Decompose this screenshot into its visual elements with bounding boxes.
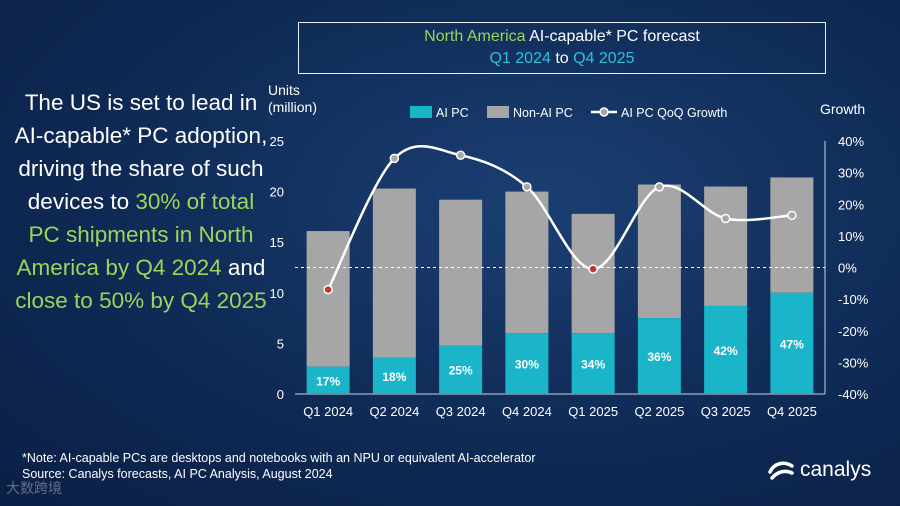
chart-title-box: North America AI-capable* PC forecast Q1… [298, 22, 826, 74]
legend-label-non-ai-pc: Non-AI PC [513, 106, 573, 120]
share-label: 42% [714, 344, 738, 358]
y-axis-title-line2: (million) [268, 99, 317, 115]
y2-tick-label: -40% [838, 387, 869, 402]
headline-part2: and [221, 255, 266, 280]
y2-tick-label: 0% [838, 261, 857, 276]
growth-point [522, 182, 532, 192]
legend-swatch-growth-point [599, 107, 609, 117]
y2-tick-label: 40% [838, 134, 864, 149]
y-tick-label: 5 [277, 336, 284, 351]
bar-non-ai-pc [372, 188, 416, 358]
bar-ai-pc [505, 333, 549, 394]
growth-point [588, 264, 598, 274]
y2-tick-label: 30% [838, 166, 864, 181]
x-tick-label: Q3 2024 [436, 404, 486, 419]
growth-point [323, 284, 333, 295]
headline-part1: The US is set to lead in AI-capable* PC … [14, 90, 268, 214]
share-label: 25% [449, 364, 473, 378]
y2-tick-label: -30% [838, 355, 869, 370]
x-tick-label: Q3 2025 [701, 404, 751, 419]
growth-point [455, 150, 466, 160]
x-tick-label: Q1 2025 [568, 404, 618, 419]
legend-swatch-non-ai-pc [487, 106, 509, 118]
footnote-source: Source: Canalys forecasts, AI PC Analysi… [22, 467, 333, 481]
x-tick-label: Q2 2024 [369, 404, 419, 419]
growth-point [389, 153, 400, 164]
legend-swatch-ai-pc [410, 106, 432, 118]
headline-highlight1: 30% of total PC shipments in North Ameri… [16, 189, 255, 280]
period-start: Q1 2024 [489, 50, 551, 67]
chart-subtitle: Q1 2024 to Q4 2025 [299, 48, 825, 70]
brand-name: canalys [800, 458, 872, 481]
bar-ai-pc [704, 305, 748, 394]
y-tick-label: 25 [270, 134, 284, 149]
y2-tick-label: -10% [838, 292, 869, 307]
bar-non-ai-pc [770, 177, 814, 293]
bar-ai-pc [571, 333, 615, 394]
y2-tick-label: -20% [838, 324, 869, 339]
y-axis-title-line1: Units [268, 82, 300, 98]
x-tick-label: Q2 2025 [634, 404, 684, 419]
title-rest: AI-capable* PC forecast [525, 28, 700, 45]
x-tick-label: Q1 2024 [303, 404, 353, 419]
stacked-bar-chart: Units(million) Growth 0 5 10 15 20 25 -40% -30% -2… [268, 82, 869, 419]
title-region: North America [424, 28, 526, 45]
chart-title: North America AI-capable* PC forecast [299, 26, 825, 48]
footnote: *Note: AI-capable PCs are desktops and n… [22, 450, 535, 482]
x-tick-label: Q4 2025 [767, 404, 817, 419]
y-tick-label: 10 [270, 286, 284, 301]
legend-label-ai-pc: AI PC [436, 106, 469, 120]
bar-ai-pc [372, 357, 416, 394]
growth-point [720, 213, 731, 224]
bar-ai-pc [439, 345, 483, 394]
y2-tick-label: 10% [838, 229, 864, 244]
y-tick-label: 20 [270, 185, 284, 200]
bar-non-ai-pc [505, 191, 549, 334]
share-label: 36% [647, 350, 671, 364]
share-label: 30% [515, 358, 539, 372]
bar-ai-pc [770, 292, 814, 394]
bar-non-ai-pc [306, 231, 350, 367]
footnote-note: *Note: AI-capable PCs are desktops and n… [22, 451, 536, 465]
y-tick-label: 15 [270, 235, 284, 250]
share-label: 17% [316, 374, 340, 388]
canalys-logo: canalys [768, 458, 871, 482]
share-label: 18% [382, 370, 406, 384]
bar-non-ai-pc [439, 199, 483, 346]
growth-point [654, 182, 665, 192]
bar-non-ai-pc [637, 184, 681, 319]
share-label: 47% [780, 337, 804, 351]
growth-point [787, 210, 797, 221]
watermark: 大数跨境 [6, 480, 62, 496]
legend-label-growth: AI PC QoQ Growth [621, 106, 727, 120]
canalys-logo-icon [768, 461, 794, 480]
headline: The US is set to lead in AI-capable* PC … [10, 86, 272, 317]
y-tick-label: 0 [277, 387, 284, 402]
share-label: 34% [581, 358, 605, 372]
bar-ai-pc [306, 366, 350, 394]
x-tick-label: Q4 2024 [502, 404, 552, 419]
bar-non-ai-pc [704, 186, 748, 306]
y2-axis-title: Growth [820, 101, 865, 117]
period-to: to [550, 50, 574, 67]
period-end: Q4 2025 [573, 50, 635, 67]
headline-highlight2: close to 50% by Q4 2025 [15, 288, 267, 313]
bar-ai-pc [637, 318, 681, 394]
y2-tick-label: 20% [838, 197, 864, 212]
